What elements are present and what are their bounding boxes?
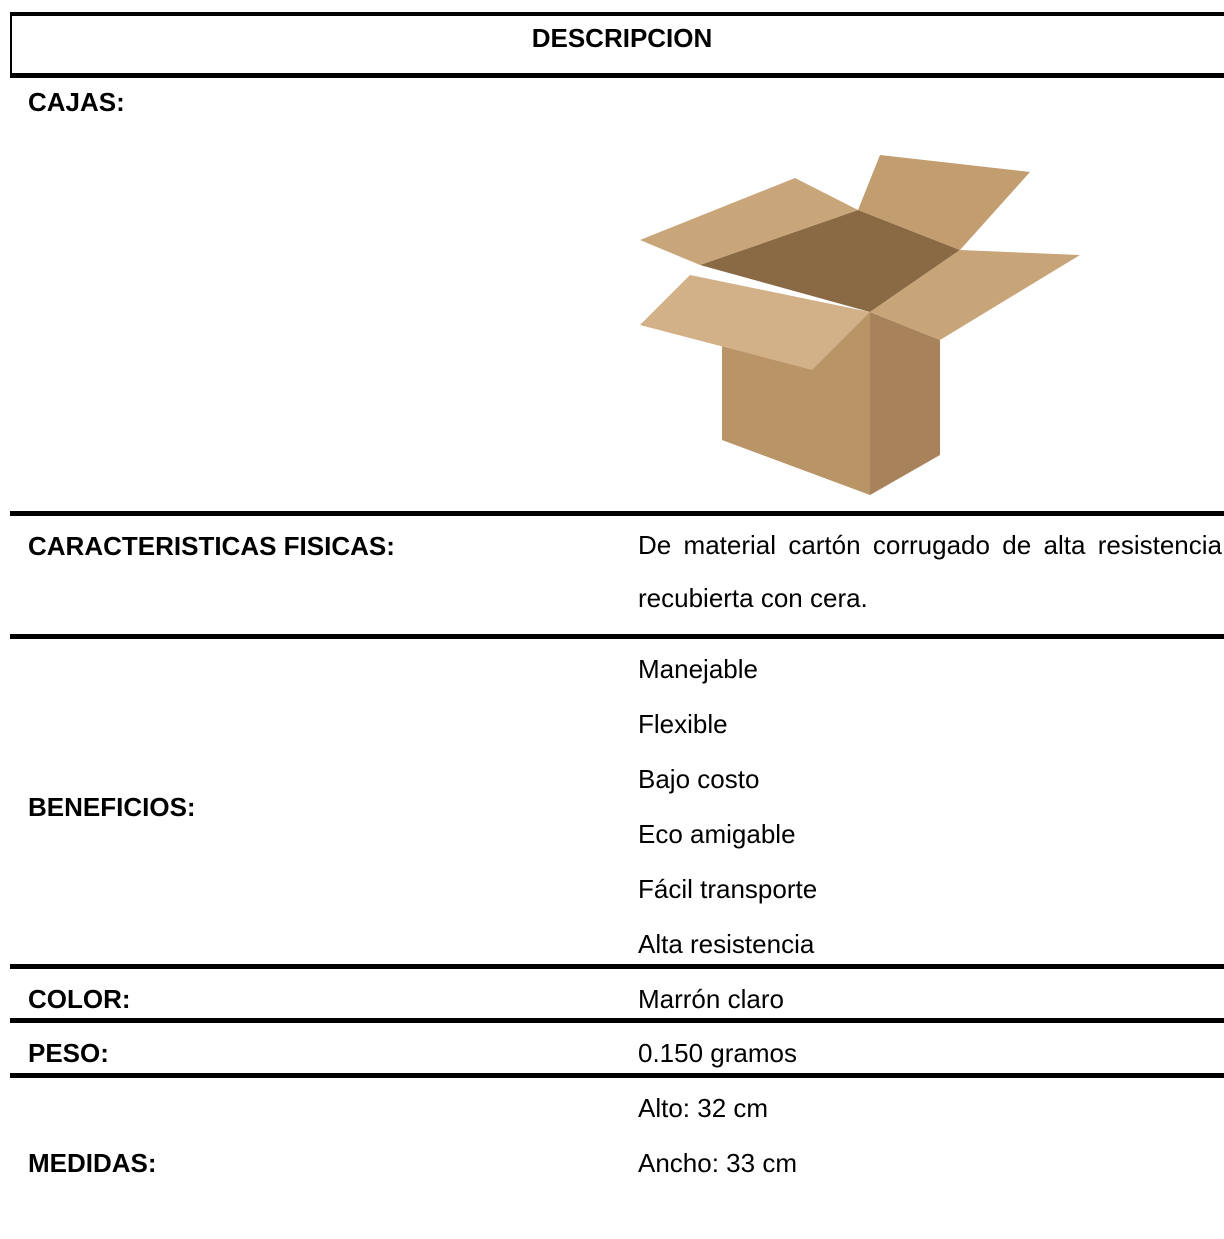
- row-label: BENEFICIOS:: [28, 791, 196, 822]
- row-value: Flexible: [638, 709, 728, 739]
- header-top-rule: [10, 12, 1224, 16]
- row-value: Ancho: 33 cm: [638, 1148, 797, 1178]
- row-value: Marrón claro: [638, 984, 784, 1014]
- row-label: PESO:: [28, 1038, 109, 1068]
- row-value: De material cartón corrugado de alta res…: [638, 530, 1222, 613]
- row-value: Eco amigable: [638, 819, 796, 849]
- box-image: [640, 155, 1080, 495]
- row-value: Fácil transporte: [638, 874, 818, 904]
- row-value: Manejable: [638, 654, 758, 684]
- header-left-border: [10, 12, 12, 77]
- row-rule: [10, 511, 1224, 516]
- row-value: Alto: 32 cm: [638, 1093, 769, 1123]
- row-rule: [10, 634, 1224, 639]
- row-value: Bajo costo: [638, 764, 760, 794]
- header-bottom-rule: [10, 73, 1224, 78]
- row-value: 0.150 gramos: [638, 1038, 797, 1068]
- row-rule: [10, 1073, 1224, 1078]
- row-rule: [10, 1018, 1224, 1023]
- row-label: MEDIDAS:: [28, 1148, 157, 1178]
- section-title: CAJAS:: [28, 87, 125, 117]
- header-title: DESCRIPCION: [531, 23, 713, 53]
- row-value: Alta resistencia: [638, 929, 815, 959]
- row-label: CARACTERISTICAS FISICAS:: [28, 531, 395, 561]
- row-rule: [10, 964, 1224, 969]
- row-label: COLOR:: [28, 984, 131, 1014]
